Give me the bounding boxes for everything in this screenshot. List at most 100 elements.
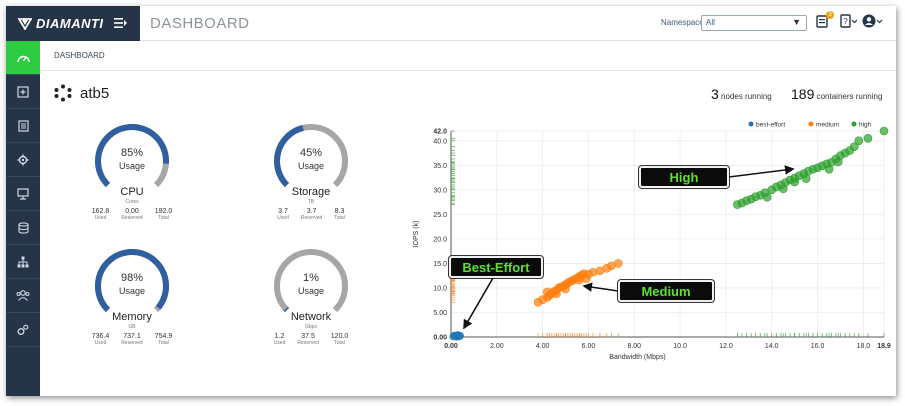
network-reserved-value: 37.5 bbox=[301, 333, 315, 340]
menu-toggle-icon[interactable] bbox=[114, 16, 128, 32]
cpu-total-value: 192.0 bbox=[154, 208, 173, 215]
sidebar-item-applications[interactable] bbox=[6, 177, 40, 211]
add-box-icon bbox=[17, 85, 29, 98]
used-label: Used bbox=[277, 215, 289, 221]
y-tick-label: 30.0 bbox=[433, 187, 447, 194]
diamanti-logo[interactable]: DIAMANTI bbox=[18, 16, 104, 31]
sidebar-item-nodes[interactable] bbox=[6, 75, 40, 109]
database-icon bbox=[17, 221, 29, 234]
data-point-high bbox=[854, 136, 864, 146]
used-label: Used bbox=[273, 340, 286, 346]
users-icon bbox=[16, 290, 30, 301]
memory-gauge-arc bbox=[95, 249, 169, 313]
memory-stats: 736.4 Used 737.1 Reserved 754.9 Total bbox=[72, 333, 192, 346]
x-tick-label: 14.0 bbox=[765, 343, 779, 350]
notification-badge: 3 bbox=[826, 11, 834, 19]
network-total-value: 120.0 bbox=[330, 333, 349, 340]
memory-reserved-value: 737.1 bbox=[123, 333, 141, 340]
y-tick-label: 42.0 bbox=[433, 129, 447, 136]
network-tree-icon bbox=[17, 256, 29, 267]
page-title: DASHBOARD bbox=[150, 15, 250, 32]
network-title: Network bbox=[290, 311, 332, 323]
data-point-high bbox=[801, 174, 811, 183]
data-point-high bbox=[849, 142, 859, 151]
used-label: Used bbox=[94, 340, 107, 346]
total-label: Total bbox=[334, 340, 345, 346]
best-effort-callout: Best-Effort bbox=[449, 256, 543, 278]
data-point-medium bbox=[561, 284, 570, 294]
nodes-label: nodes running bbox=[721, 92, 772, 101]
containers-running: 189 containers running bbox=[791, 86, 882, 102]
memory-usage-label: Usage bbox=[118, 286, 145, 296]
x-axis-label: Bandwidth (Mbps) bbox=[609, 354, 665, 361]
storage-total-value: 8.3 bbox=[334, 208, 345, 215]
sidebar-item-storage[interactable] bbox=[6, 211, 40, 245]
data-point-high bbox=[778, 184, 788, 194]
x-tick-label: 0.00 bbox=[444, 343, 458, 350]
x-tick-label: 18.9 bbox=[877, 343, 891, 350]
y-axis-label: IOPS (k) bbox=[413, 221, 420, 248]
namespace-select[interactable]: All ▼ bbox=[701, 15, 807, 31]
app-window: DIAMANTI DASHBOARD Namespace All ▼ 3 ? bbox=[6, 6, 896, 396]
x-tick-label: 10.0 bbox=[673, 343, 687, 350]
data-point-high bbox=[824, 164, 834, 174]
cpu-percent: 85% bbox=[120, 147, 144, 159]
user-avatar-icon[interactable] bbox=[862, 14, 884, 31]
sidebar-item-network[interactable] bbox=[6, 245, 40, 279]
sidebar-item-settings[interactable] bbox=[6, 143, 40, 177]
x-tick-label: 8.00 bbox=[627, 343, 641, 350]
cluster-header: atb5 bbox=[54, 84, 109, 102]
legend-label: medium bbox=[816, 122, 839, 129]
document-icon bbox=[17, 119, 29, 132]
total-label: Total bbox=[158, 215, 169, 221]
network-unit: Gbps bbox=[305, 324, 317, 330]
svg-text:?: ? bbox=[843, 17, 848, 26]
network-gauge-arc bbox=[274, 249, 348, 313]
network-usage-label: Usage bbox=[297, 286, 324, 296]
memory-total-value: 754.9 bbox=[154, 333, 173, 340]
data-point-medium bbox=[542, 287, 552, 297]
namespace-label: Namespace bbox=[661, 18, 704, 27]
sidebar-item-cluster-settings[interactable] bbox=[6, 313, 40, 347]
cpu-used-value: 162.8 bbox=[91, 208, 110, 215]
y-tick-label: 20.0 bbox=[433, 236, 447, 243]
y-tick-label: 5.00 bbox=[433, 310, 447, 317]
data-point-high bbox=[790, 177, 799, 187]
x-tick-label: 6.00 bbox=[582, 343, 596, 350]
y-tick-label: 0.00 bbox=[433, 335, 447, 342]
cpu-usage-label: Usage bbox=[118, 161, 145, 171]
namespace-value: All bbox=[706, 18, 715, 27]
storage-gauge: 45% Usage Storage TB 3.7 Used 3.7 Reserved… bbox=[251, 121, 371, 236]
diamond-icon bbox=[18, 17, 32, 30]
network-gauge: 1% Usage Network Gbps 1.2 Used 37.5 Reserv… bbox=[251, 246, 371, 361]
reserved-label: Reserved bbox=[121, 340, 143, 346]
help-icon[interactable]: ? bbox=[840, 14, 858, 31]
storage-usage-label: Usage bbox=[297, 161, 324, 171]
data-point-medium bbox=[613, 259, 623, 268]
x-tick-label: 2.00 bbox=[490, 343, 504, 350]
cluster-icon bbox=[54, 84, 72, 102]
sidebar-item-containers[interactable] bbox=[6, 109, 40, 143]
sidebar bbox=[6, 41, 40, 396]
legend-marker bbox=[808, 121, 814, 127]
data-point-high bbox=[762, 192, 772, 202]
cpu-stats: 162.8 Used 0.00 Reserved 192.0 Total bbox=[72, 208, 192, 221]
medium-callout: Medium bbox=[618, 280, 714, 302]
sidebar-item-dashboard[interactable] bbox=[6, 41, 40, 75]
gauge-fill bbox=[274, 125, 304, 188]
top-bar: DIAMANTI DASHBOARD Namespace All ▼ 3 ? bbox=[6, 6, 896, 41]
legend-label: high bbox=[859, 122, 872, 129]
storage-percent: 45% bbox=[299, 147, 323, 159]
clipboard-icon[interactable] bbox=[816, 14, 828, 31]
x-tick-label: 16.0 bbox=[811, 343, 825, 350]
x-tick-label: 4.00 bbox=[536, 343, 550, 350]
brand-area: DIAMANTI bbox=[6, 6, 140, 41]
memory-used-value: 736.4 bbox=[91, 333, 110, 340]
network-used-value: 1.2 bbox=[274, 333, 285, 340]
brand-name: DIAMANTI bbox=[36, 16, 104, 31]
data-point-best-effort bbox=[454, 331, 462, 339]
data-point-medium bbox=[581, 274, 591, 283]
sidebar-item-users[interactable] bbox=[6, 279, 40, 313]
legend-marker bbox=[851, 121, 857, 127]
nodes-running: 3 nodes running bbox=[711, 86, 772, 102]
